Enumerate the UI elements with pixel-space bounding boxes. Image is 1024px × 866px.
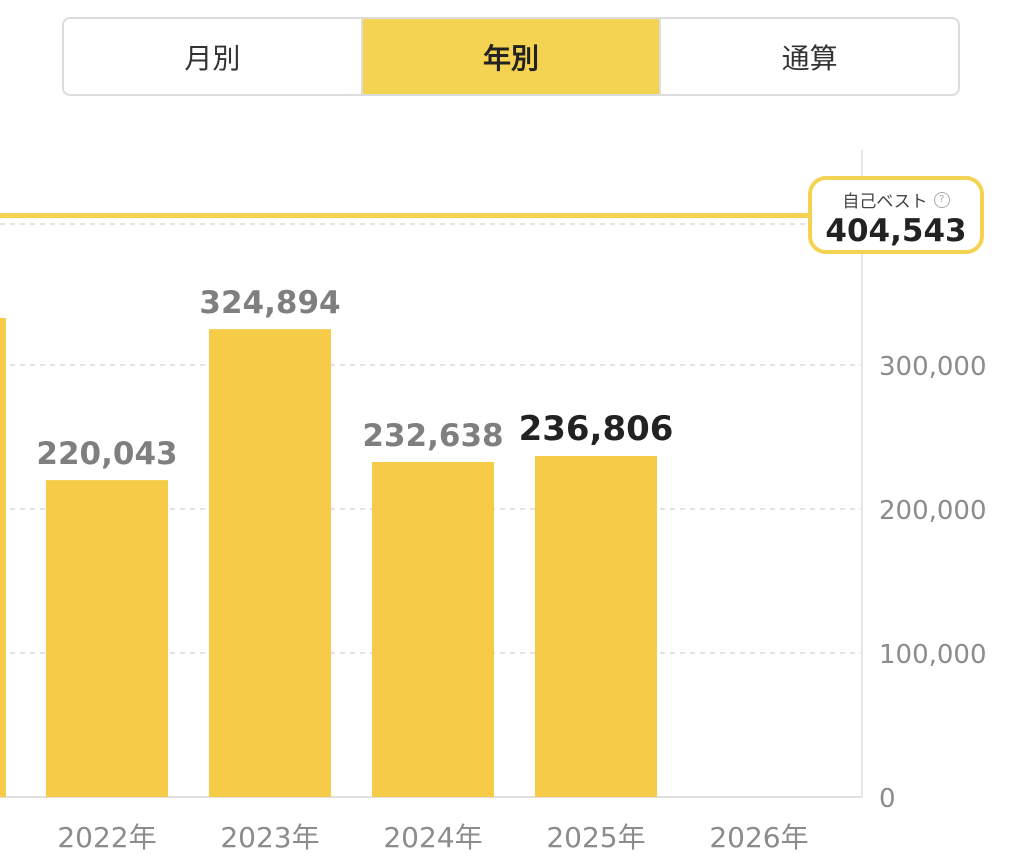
y-tick-label: 100,000 xyxy=(879,640,987,670)
x-tick-label: 2025年 xyxy=(546,821,645,854)
personal-best-value: 404,543 xyxy=(825,213,967,249)
tab-yearly[interactable]: 年別 xyxy=(362,19,662,94)
bar-value-label: 236,806 xyxy=(519,409,674,449)
bar xyxy=(46,480,168,797)
tab-monthly[interactable]: 月別 xyxy=(64,19,363,94)
period-tabs: 月別 年別 通算 xyxy=(62,17,960,96)
bar-value-label: 232,638 xyxy=(362,418,503,454)
personal-best-badge: 自己ベスト ? 404,543 xyxy=(808,176,984,254)
bar-value-label: 220,043 xyxy=(36,436,177,472)
personal-best-label: 自己ベスト xyxy=(842,192,928,212)
y-tick-label: 0 xyxy=(879,784,896,814)
tab-total[interactable]: 通算 xyxy=(781,41,838,75)
bar-value-label: 324,894 xyxy=(199,285,340,321)
x-tick-label: 2024年 xyxy=(383,821,482,854)
bar xyxy=(372,462,494,797)
personal-best-label-row: 自己ベスト ? xyxy=(812,187,980,212)
x-tick-label: 2022年 xyxy=(57,821,156,854)
x-tick-label: 2026年 xyxy=(709,821,808,854)
bar-previous-partial xyxy=(0,318,6,797)
question-circle-icon[interactable]: ? xyxy=(933,191,950,208)
y-tick-label: 300,000 xyxy=(879,352,987,382)
bar xyxy=(535,455,657,797)
bar xyxy=(209,329,331,797)
y-tick-label: 200,000 xyxy=(879,496,987,526)
x-tick-label: 2023年 xyxy=(220,821,319,854)
